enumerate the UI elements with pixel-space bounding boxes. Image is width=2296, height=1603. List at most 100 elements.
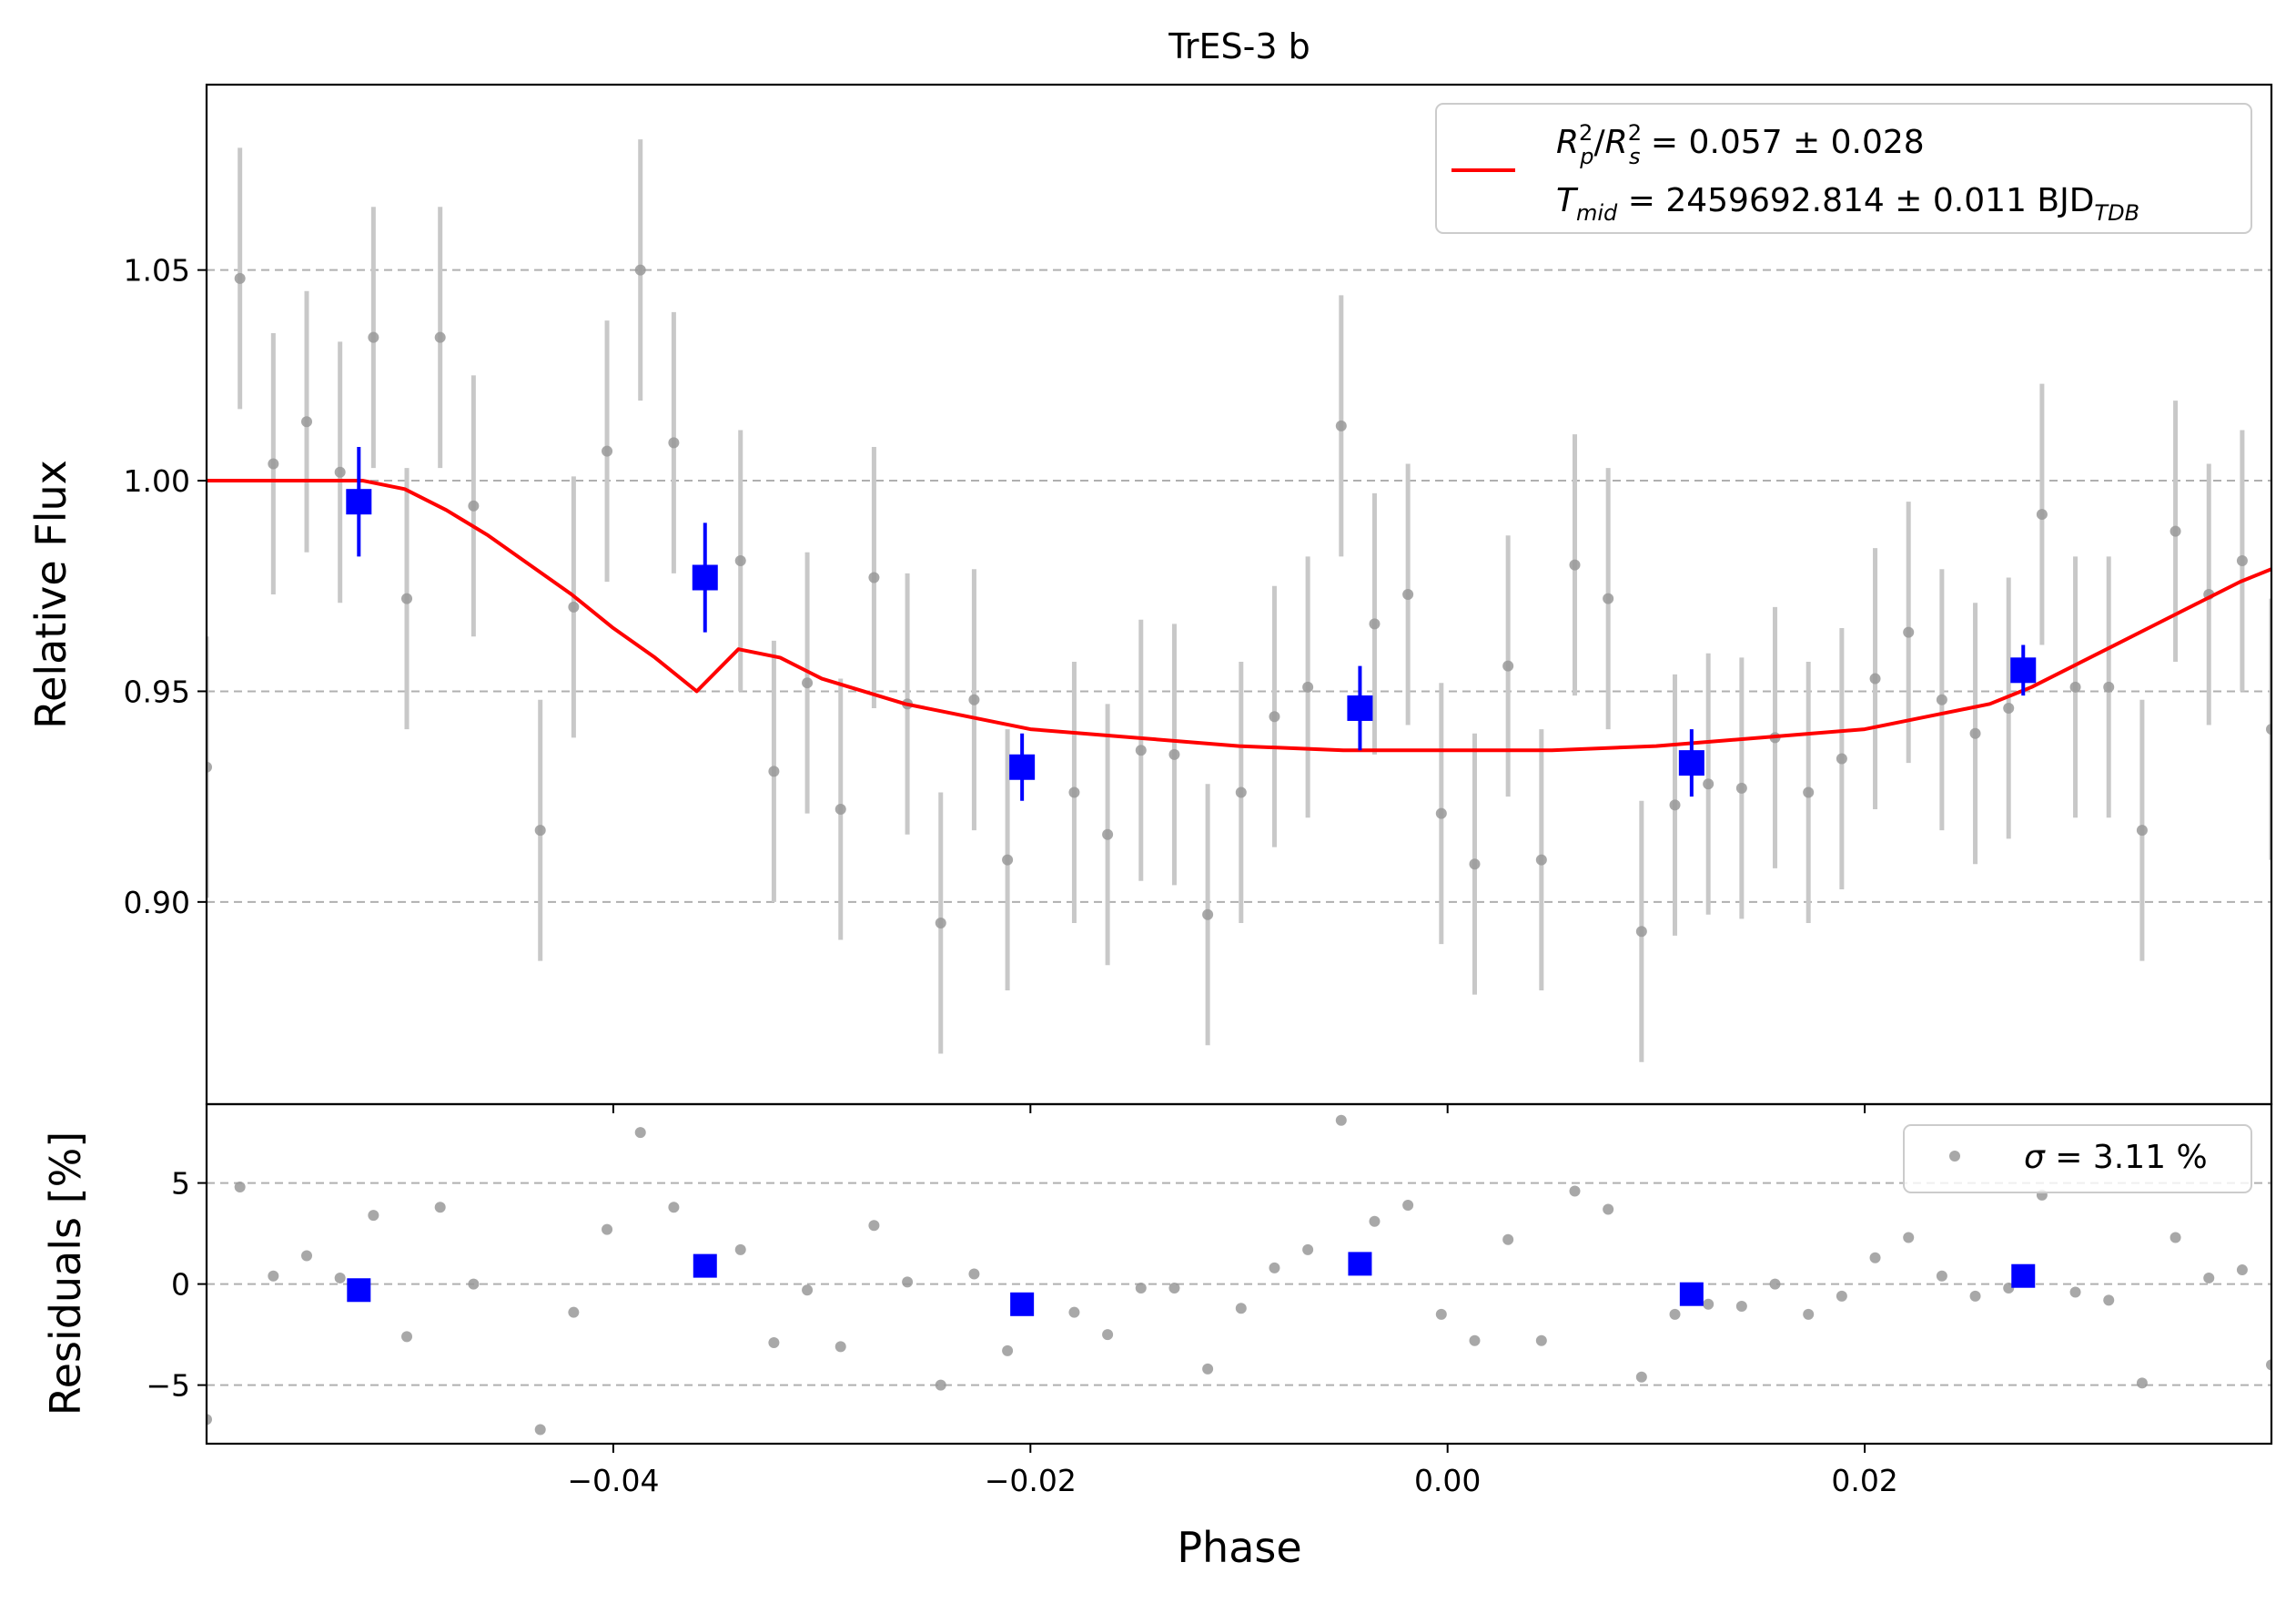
- raw-point: [1302, 681, 1314, 693]
- raw-point: [1635, 926, 1647, 938]
- residual-point: [1769, 1278, 1781, 1290]
- raw-point: [1502, 660, 1514, 672]
- flux-y-tick-label: 1.00: [124, 463, 190, 499]
- raw-point: [1168, 748, 1180, 760]
- residuals-y-ticks: −5 0 5: [146, 1166, 207, 1404]
- binned-point: [1347, 695, 1373, 721]
- raw-point: [1135, 745, 1147, 756]
- raw-point: [802, 677, 814, 689]
- raw-point: [1435, 807, 1447, 819]
- raw-point: [2266, 724, 2271, 736]
- binned-point: [1678, 750, 1704, 776]
- residual-point: [1168, 1283, 1180, 1294]
- raw-point: [1936, 694, 1947, 705]
- residual-point: [834, 1341, 846, 1353]
- phase-x-tick-label: 0.00: [1414, 1463, 1481, 1498]
- legend-rp-sub: p: [1579, 144, 1593, 169]
- raw-point: [1869, 673, 1881, 685]
- raw-point: [668, 437, 680, 449]
- residual-point: [1335, 1114, 1347, 1126]
- phase-x-axis-label: Phase: [1177, 1523, 1301, 1572]
- raw-point: [1102, 828, 1114, 840]
- legend-radius-value: = 0.057 ± 0.028: [1640, 124, 1924, 161]
- residual-point: [1369, 1215, 1381, 1227]
- raw-point: [1803, 786, 1815, 798]
- residual-point: [768, 1336, 780, 1348]
- legend-sigma-symbol: σ: [2024, 1139, 2046, 1176]
- binned-point: [1009, 754, 1036, 780]
- raw-point: [1703, 778, 1714, 790]
- raw-point: [834, 804, 846, 816]
- raw-point: [1369, 618, 1381, 630]
- residual-point: [2136, 1377, 2148, 1389]
- transit-model-curve: [207, 479, 2271, 753]
- legend-rp-sup: 2: [1579, 120, 1593, 146]
- residual-point: [1202, 1363, 1214, 1375]
- raw-point: [1836, 753, 1847, 765]
- binned-residual-point: [1010, 1292, 1035, 1316]
- residual-point: [1936, 1270, 1947, 1282]
- residual-point: [902, 1276, 914, 1288]
- residual-point: [401, 1331, 413, 1343]
- raw-point: [1202, 908, 1214, 920]
- binned-residual-point: [1348, 1252, 1372, 1276]
- legend-sigma-value: = 3.11 %: [2045, 1139, 2208, 1176]
- raw-point: [734, 554, 746, 566]
- binned-residual-point: [347, 1278, 371, 1303]
- residual-point: [1435, 1308, 1447, 1320]
- residual-point: [602, 1223, 613, 1235]
- residual-point: [968, 1268, 980, 1280]
- flux-y-ticks: 0.90 0.95 1.00 1.05: [124, 253, 207, 920]
- legend-tmid-unit-sub: TDB: [2094, 200, 2139, 226]
- flux-gridlines: [207, 269, 2271, 903]
- binned-point: [692, 564, 718, 591]
- residual-point: [1569, 1185, 1581, 1197]
- raw-point: [301, 416, 313, 428]
- residual-point: [2266, 1359, 2271, 1371]
- legend-rs-sup: 2: [1628, 120, 1642, 146]
- phase-x-tick-label: −0.04: [567, 1463, 659, 1498]
- legend-rs-sub: s: [1629, 144, 1641, 169]
- raw-point: [1402, 589, 1414, 600]
- residual-point: [568, 1306, 580, 1318]
- raw-point: [968, 694, 980, 705]
- residual-point: [2103, 1294, 2115, 1306]
- raw-point: [1903, 626, 1915, 638]
- residual-point: [2236, 1264, 2248, 1276]
- residual-point: [1068, 1306, 1080, 1318]
- residual-point: [1269, 1262, 1280, 1273]
- residuals-panel: −5 0 5 −0.04 −0.02 0.00 0.02 Residuals [%] Ph…: [41, 1102, 2273, 1572]
- residual-point: [1402, 1200, 1414, 1212]
- flux-panel: 0.900.951.001.05 Relative Flux R2 p/R2 s =…: [26, 83, 2273, 1106]
- residuals-data: [207, 1114, 2271, 1436]
- raw-point: [468, 500, 480, 512]
- phase-x-tick-label: −0.02: [985, 1463, 1077, 1498]
- residuals-y-tick-label: 5: [171, 1166, 190, 1202]
- binned-point: [346, 489, 372, 515]
- residual-point: [1803, 1308, 1815, 1320]
- raw-point: [2170, 525, 2181, 537]
- flux-legend: R2 p/R2 s = 0.057 ± 0.028 Tmid = 2459692.8…: [1435, 103, 2252, 234]
- residual-point: [2003, 1283, 2015, 1294]
- raw-point: [1669, 799, 1681, 811]
- raw-point: [401, 593, 413, 604]
- residual-point: [468, 1278, 480, 1290]
- residual-point: [2170, 1232, 2181, 1243]
- raw-point: [868, 572, 880, 583]
- raw-point: [1002, 854, 1014, 866]
- residual-point: [1969, 1290, 1981, 1302]
- residual-point: [1102, 1329, 1114, 1341]
- residual-point: [935, 1379, 946, 1391]
- raw-point: [1735, 782, 1747, 794]
- residual-point: [2069, 1286, 2081, 1298]
- residuals-plot-frame: [205, 1102, 2273, 1446]
- residuals-y-tick-label: −5: [146, 1368, 190, 1404]
- residuals-legend: σ = 3.11 %: [1903, 1124, 2252, 1193]
- chart-title: TrES-3 b: [1168, 26, 1310, 66]
- raw-point: [1235, 786, 1247, 798]
- phase-x-tick-label: 0.02: [1831, 1463, 1897, 1498]
- residual-point: [1135, 1283, 1147, 1294]
- residuals-y-tick-label: 0: [171, 1267, 190, 1303]
- raw-point: [1603, 593, 1614, 604]
